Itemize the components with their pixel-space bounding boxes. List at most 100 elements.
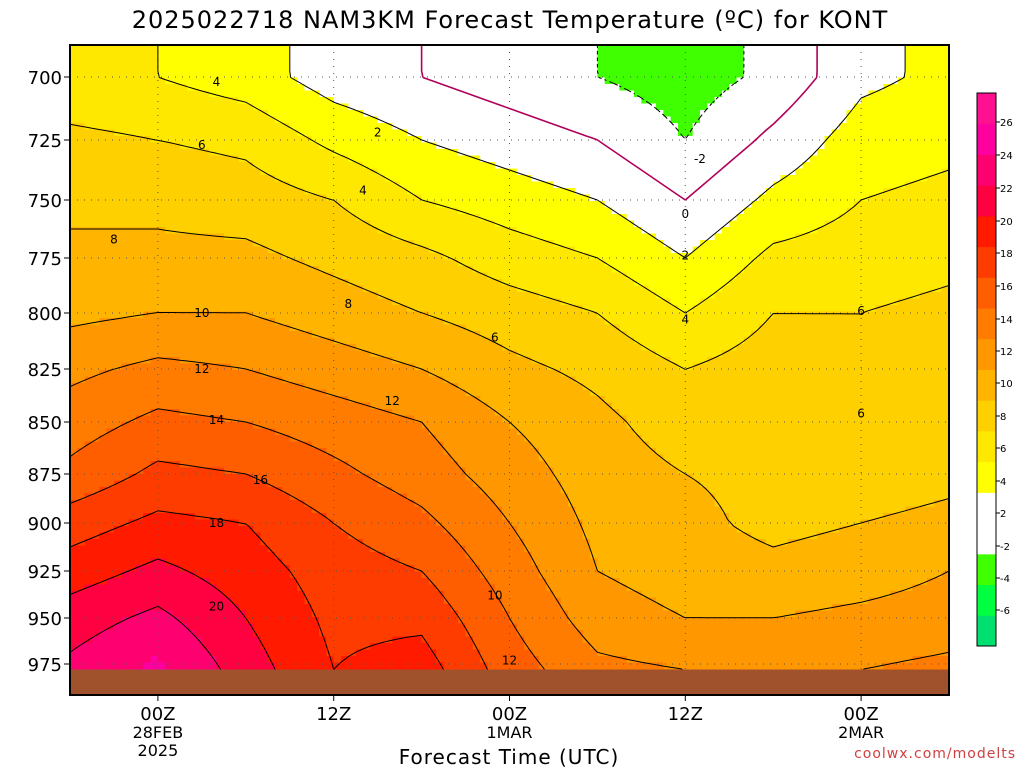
- y-tick-label: 950: [28, 609, 62, 630]
- colorbar-swatch: [977, 338, 996, 370]
- contour-label: 12: [194, 362, 209, 376]
- colorbar-label: 20: [1000, 217, 1013, 228]
- temperature-field: [70, 45, 949, 695]
- colorbar-swatch: [977, 185, 996, 217]
- colorbar-swatch: [977, 430, 996, 463]
- colorbar-swatch: [977, 492, 996, 524]
- x-tick-label: 00Z: [492, 704, 527, 725]
- contour-label: 16: [253, 473, 268, 487]
- colorbar-label: 2: [1000, 509, 1006, 520]
- contour-label: 14: [209, 413, 224, 427]
- contour-10: [70, 312, 949, 619]
- x-tick-label: 2MAR: [838, 723, 884, 742]
- credit-text: coolwx.com/modelts: [854, 746, 1016, 762]
- colorbar-swatch: [977, 400, 996, 432]
- y-tick-label: 825: [28, 360, 62, 381]
- colorbar-swatch: [977, 523, 996, 555]
- y-tick-label: 850: [28, 413, 62, 434]
- colorbar-swatch: [977, 461, 996, 493]
- y-tick-label: 775: [28, 249, 62, 270]
- contour-label: 18: [209, 516, 224, 530]
- colorbar-label: 12: [1000, 347, 1013, 358]
- y-tick-label: 900: [28, 514, 62, 535]
- x-tick-label: 12Z: [316, 704, 351, 725]
- x-tick-label: 00Z: [140, 704, 175, 725]
- colorbar-swatch: [977, 369, 996, 401]
- colorbar: 26 24 22 20 18 16 14 12 10 8 6 4 2 -2 -4 -6: [976, 92, 1013, 647]
- colorbar-label: 24: [1000, 151, 1013, 162]
- contour-label: 6: [198, 138, 206, 152]
- contour-16: [70, 460, 488, 695]
- y-tick-label: 800: [28, 304, 62, 325]
- y-tick-label: 725: [28, 131, 62, 152]
- colorbar-swatch: [977, 215, 996, 248]
- colorbar-label: -4: [1000, 574, 1010, 585]
- contour-20: [70, 558, 276, 695]
- surface-band: [70, 669, 949, 695]
- colorbar-label: 16: [1000, 282, 1013, 293]
- colorbar-swatch: [977, 93, 996, 125]
- colorbar-swatch: [977, 308, 996, 340]
- x-tick-label: 2025: [138, 741, 179, 760]
- contour-label: 6: [491, 331, 499, 345]
- contour-label: 8: [110, 232, 118, 246]
- y-tick-label: 750: [28, 191, 62, 212]
- contour-label: 2: [374, 125, 382, 139]
- colorbar-swatch: [977, 123, 996, 155]
- colorbar-label: 4: [1000, 477, 1006, 488]
- colorbar-label: 22: [1000, 184, 1013, 195]
- colorbar-label: 10: [1000, 379, 1013, 390]
- y-axis: 700 725 750 775 800 825 850 875 900 925 950 975: [28, 68, 70, 676]
- colorbar-frame: [976, 92, 997, 647]
- contour-label: -2: [694, 152, 706, 166]
- contour-14: [70, 408, 546, 695]
- contour--2: [596, 45, 745, 140]
- colorbar-label: 18: [1000, 249, 1013, 260]
- x-tick-label: 00Z: [843, 704, 878, 725]
- x-axis-label: Forecast Time (UTC): [399, 745, 620, 768]
- contour-label: 4: [359, 183, 367, 197]
- chart-title: 2025022718 NAM3KM Forecast Temperature (…: [132, 6, 889, 34]
- y-tick-label: 700: [28, 68, 62, 89]
- contour-label: 12: [502, 653, 517, 667]
- x-tick-label: 12Z: [668, 704, 703, 725]
- colorbar-swatch: [977, 154, 996, 186]
- colorbar-label: 8: [1000, 412, 1006, 423]
- contour-label: 12: [385, 394, 400, 408]
- contour-lines: [70, 45, 949, 695]
- contour-label: 10: [487, 588, 502, 602]
- colorbar-label: 6: [1000, 444, 1006, 455]
- contour-label: 0: [681, 207, 689, 221]
- contour-label: 6: [857, 407, 865, 421]
- contour-label: 6: [857, 304, 865, 318]
- colorbar-swatch: [977, 584, 996, 616]
- contour-4: [157, 45, 949, 314]
- contour-label: 20: [209, 600, 224, 614]
- colorbar-swatch: [977, 277, 996, 309]
- contour-0: [420, 45, 818, 201]
- colorbar-swatch: [977, 246, 996, 278]
- colorbar-label: 14: [1000, 315, 1013, 326]
- contour-labels: 4 6 8 10 12 14 16 18 20 2 4 8 12 6 10 12 -2 0 2 4 6 6: [110, 75, 865, 667]
- colorbar-label: -6: [1000, 606, 1010, 617]
- contour-label: 8: [345, 297, 353, 311]
- x-tick-label: 28FEB: [133, 723, 184, 742]
- contour-label: 4: [213, 75, 221, 89]
- y-tick-label: 925: [28, 562, 62, 583]
- contour-6: [70, 123, 949, 370]
- y-tick-label: 975: [28, 655, 62, 676]
- contour-label: 10: [194, 306, 209, 320]
- colorbar-label: 26: [1000, 118, 1013, 129]
- colorbar-label: -2: [1000, 542, 1010, 553]
- contour-22: [70, 605, 222, 695]
- contour-label: 4: [681, 313, 689, 327]
- contour-18: [70, 510, 445, 695]
- contour-label: 2: [681, 249, 689, 263]
- contour-8: [70, 228, 949, 548]
- contour-2: [289, 45, 906, 259]
- ground-surface: [70, 669, 949, 695]
- colorbar-swatch: [977, 615, 996, 647]
- y-tick-label: 875: [28, 465, 62, 486]
